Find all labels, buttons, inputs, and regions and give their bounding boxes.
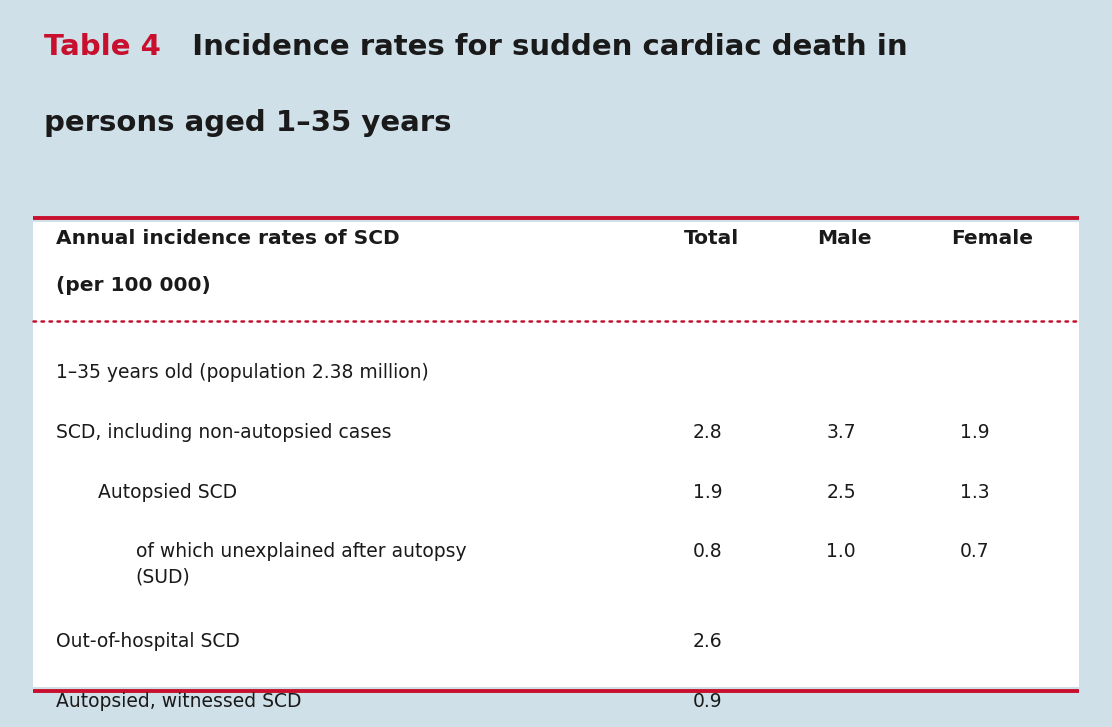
Text: Out-of-hospital SCD: Out-of-hospital SCD xyxy=(56,632,239,651)
Text: 0.9: 0.9 xyxy=(693,692,723,711)
Text: Annual incidence rates of SCD: Annual incidence rates of SCD xyxy=(56,229,399,248)
Text: (per 100 000): (per 100 000) xyxy=(56,276,210,295)
Text: Total: Total xyxy=(684,229,739,248)
Text: 1–35 years old (population 2.38 million): 1–35 years old (population 2.38 million) xyxy=(56,364,428,382)
Text: SCD, including non-autopsied cases: SCD, including non-autopsied cases xyxy=(56,423,391,442)
Text: 3.7: 3.7 xyxy=(826,423,856,442)
Text: 0.7: 0.7 xyxy=(960,542,990,561)
Text: 2.5: 2.5 xyxy=(826,483,856,502)
Text: persons aged 1–35 years: persons aged 1–35 years xyxy=(44,109,451,137)
Text: 0.8: 0.8 xyxy=(693,542,723,561)
Text: of which unexplained after autopsy
(SUD): of which unexplained after autopsy (SUD) xyxy=(136,542,466,587)
Text: Incidence rates for sudden cardiac death in: Incidence rates for sudden cardiac death… xyxy=(172,33,909,61)
Text: 1.9: 1.9 xyxy=(960,423,990,442)
Text: Table 4: Table 4 xyxy=(44,33,161,61)
Bar xyxy=(33,222,1079,687)
Text: 1.0: 1.0 xyxy=(826,542,856,561)
Text: Autopsied, witnessed SCD: Autopsied, witnessed SCD xyxy=(56,692,301,711)
Text: 1.9: 1.9 xyxy=(693,483,723,502)
Text: 2.6: 2.6 xyxy=(693,632,723,651)
Text: Female: Female xyxy=(951,229,1033,248)
Text: 2.8: 2.8 xyxy=(693,423,723,442)
Text: Male: Male xyxy=(817,229,872,248)
Text: Autopsied SCD: Autopsied SCD xyxy=(98,483,237,502)
Text: 1.3: 1.3 xyxy=(960,483,990,502)
